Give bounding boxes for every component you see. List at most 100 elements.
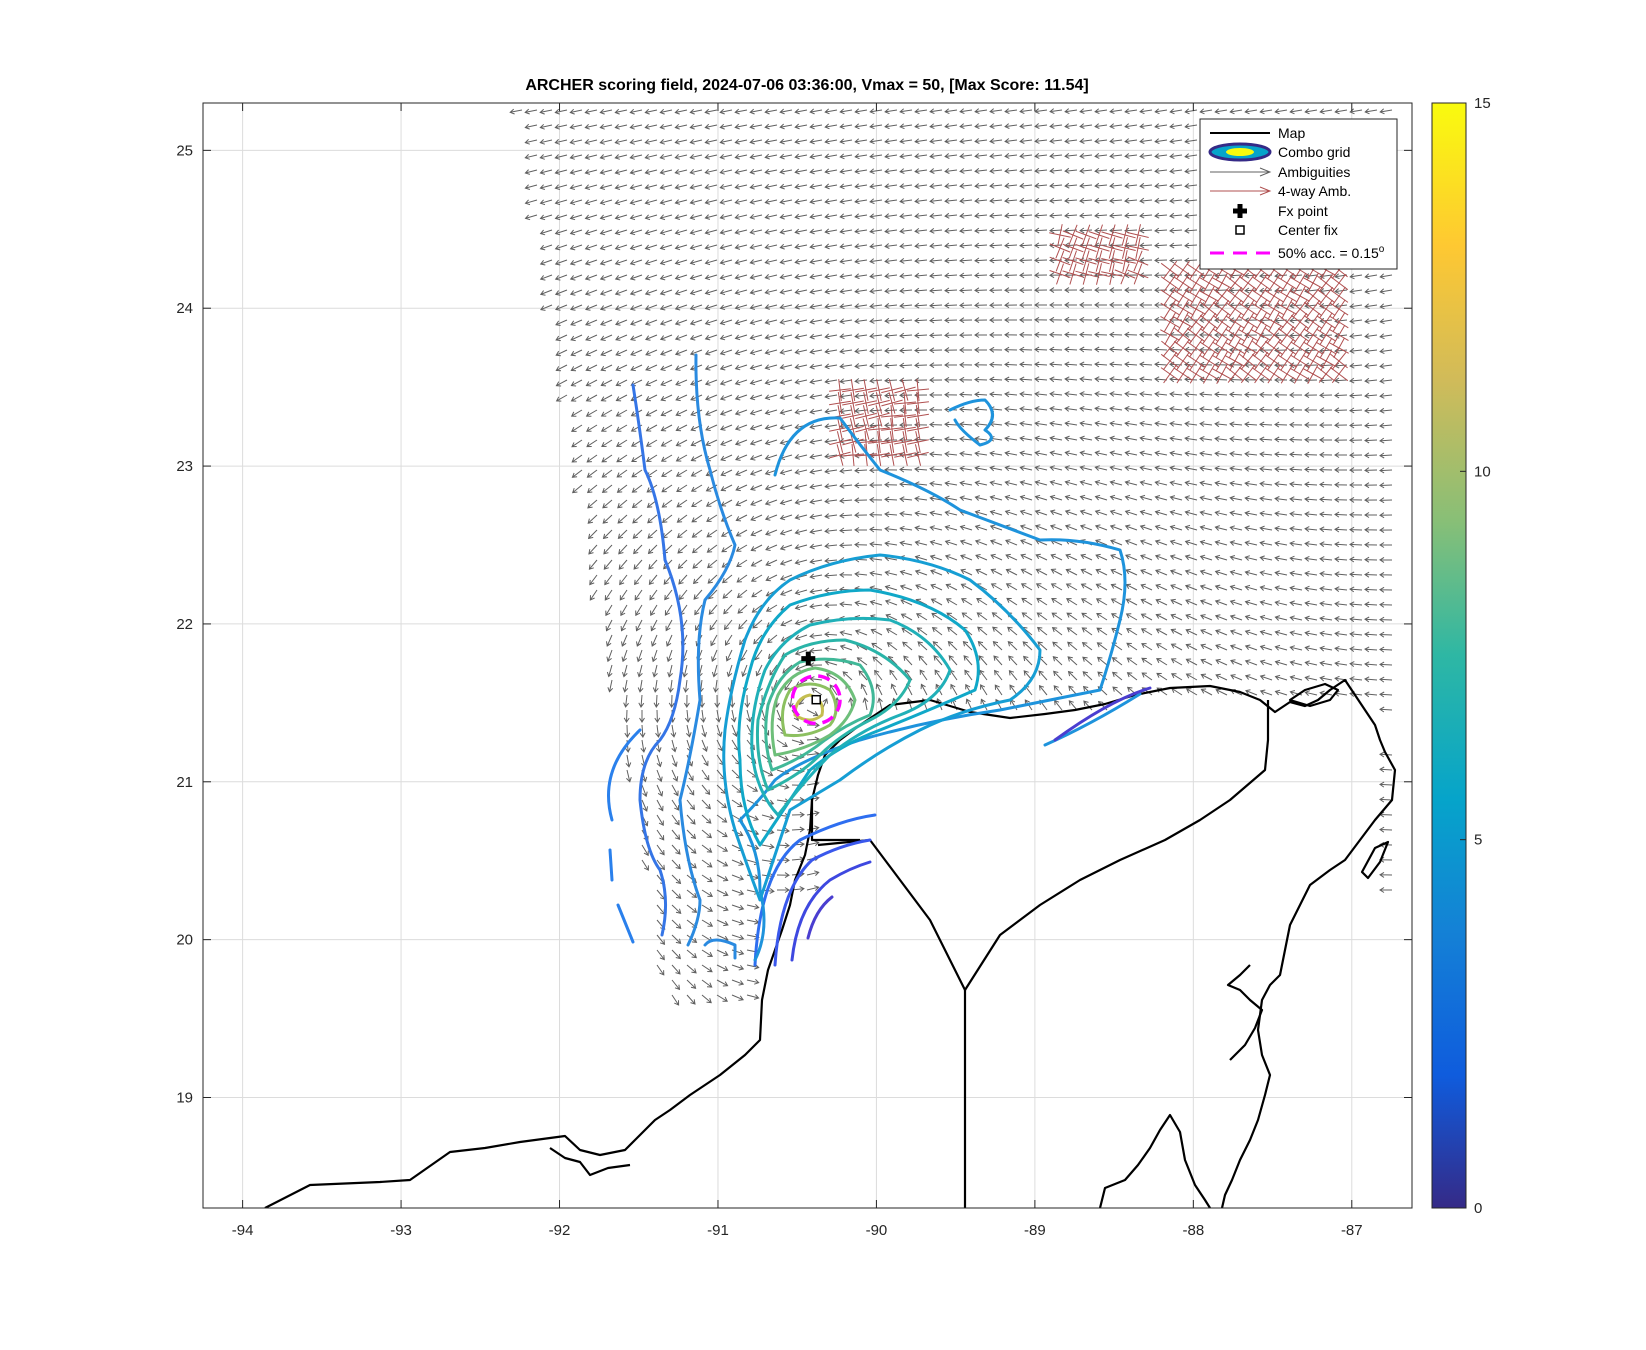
ambiguity-arrow xyxy=(626,769,632,783)
ambiguity-arrow xyxy=(914,123,928,130)
ambiguity-arrow xyxy=(764,153,778,160)
ambiguity-arrow xyxy=(1125,568,1138,576)
four-way-arrow xyxy=(1160,289,1171,297)
ambiguity-arrow xyxy=(854,108,868,115)
ambiguity-arrow xyxy=(854,482,868,489)
ambiguity-arrow xyxy=(975,554,988,561)
ambiguity-arrow xyxy=(1109,316,1123,323)
ambiguity-arrow xyxy=(1124,123,1138,130)
ambiguity-arrow xyxy=(1065,553,1078,561)
ambiguity-arrow xyxy=(634,589,643,601)
ambiguity-arrow xyxy=(809,468,823,475)
ambiguity-arrow xyxy=(1349,661,1363,667)
four-way-arrow xyxy=(917,428,921,440)
ambiguity-arrow xyxy=(704,244,718,250)
ambiguity-arrow xyxy=(701,904,714,912)
ambiguity-arrow xyxy=(974,480,988,487)
ambiguity-arrow xyxy=(899,287,913,294)
ambiguity-arrow xyxy=(933,655,943,666)
ambiguity-arrow xyxy=(584,123,598,130)
ambiguity-arrow xyxy=(1379,288,1393,295)
four-way-arrow xyxy=(1264,367,1275,375)
ambiguity-arrow xyxy=(929,168,943,174)
ambiguity-arrow xyxy=(1200,673,1213,681)
ambiguity-arrow xyxy=(1079,420,1093,427)
ambiguity-arrow xyxy=(749,304,763,310)
ambiguity-arrow xyxy=(1334,481,1348,488)
ambiguity-arrow xyxy=(731,859,744,866)
ambiguity-arrow xyxy=(1049,480,1063,486)
ambiguity-arrow xyxy=(645,334,658,341)
ambiguity-arrow xyxy=(1214,391,1228,398)
ambiguity-arrow xyxy=(944,554,958,561)
four-way-arrow xyxy=(1072,263,1077,275)
ambiguity-arrow xyxy=(750,544,763,552)
ambiguity-arrow xyxy=(974,539,988,546)
ambiguity-arrow xyxy=(719,274,733,281)
four-way-arrow xyxy=(1182,286,1190,297)
ambiguity-arrow xyxy=(1008,655,1018,666)
ambiguity-arrow xyxy=(1169,153,1183,160)
ambiguity-arrow xyxy=(974,450,988,457)
four-way-arrow xyxy=(1338,325,1346,336)
four-way-arrow xyxy=(1137,224,1141,236)
four-way-arrow xyxy=(1280,269,1288,280)
four-way-arrow xyxy=(1072,237,1078,249)
four-way-arrow xyxy=(891,386,903,391)
four-way-arrow xyxy=(865,428,870,440)
ambiguity-arrow xyxy=(686,829,697,840)
four-way-arrow xyxy=(1264,302,1275,310)
four-way-arrow xyxy=(1247,308,1258,316)
ambiguity-arrow xyxy=(779,183,793,190)
four-way-arrow xyxy=(1133,260,1139,272)
ambiguity-arrow xyxy=(1126,672,1138,681)
four-way-arrow xyxy=(1169,373,1180,381)
ambiguity-arrow xyxy=(1304,332,1318,339)
ambiguity-arrow xyxy=(749,213,763,220)
ambiguity-arrow xyxy=(683,694,690,708)
ambiguity-arrow xyxy=(554,184,568,190)
ambiguity-arrow xyxy=(959,138,973,144)
four-way-arrow xyxy=(1299,295,1310,302)
state-border-north xyxy=(817,700,1270,992)
four-way-arrow xyxy=(891,414,904,417)
four-way-arrow xyxy=(1234,365,1243,375)
ambiguity-arrow xyxy=(1034,435,1048,442)
four-way-arrow xyxy=(1137,260,1149,266)
ambiguity-arrow xyxy=(1319,615,1333,622)
ambiguity-arrow xyxy=(959,183,973,189)
ambiguity-arrow xyxy=(1379,363,1393,369)
four-way-arrow xyxy=(829,389,841,392)
ambiguity-arrow xyxy=(1034,123,1048,129)
ambiguity-arrow xyxy=(524,154,538,160)
ambiguity-arrow xyxy=(1125,628,1138,636)
ambiguity-arrow xyxy=(1124,301,1138,308)
four-way-arrow xyxy=(1290,290,1301,297)
ambiguity-arrow xyxy=(974,108,988,115)
ambiguity-arrow xyxy=(644,274,658,281)
ambiguity-arrow xyxy=(1349,392,1363,399)
ambiguity-arrow xyxy=(854,123,868,130)
ambiguity-arrow xyxy=(884,228,898,234)
ambiguity-arrow xyxy=(860,683,868,696)
four-way-arrow xyxy=(1195,321,1205,330)
ambiguity-arrow xyxy=(1304,511,1318,518)
ambiguity-arrow xyxy=(899,540,913,547)
ambiguity-arrow xyxy=(884,288,898,294)
ambiguity-arrow xyxy=(602,529,613,540)
ambiguity-arrow xyxy=(1065,598,1078,606)
ambiguity-arrow xyxy=(1184,212,1198,219)
four-way-arrow xyxy=(890,418,893,430)
ambiguity-arrow xyxy=(884,347,898,354)
ambiguity-arrow xyxy=(1229,644,1243,651)
ambiguity-arrow xyxy=(1364,437,1378,444)
four-way-arrow xyxy=(1325,321,1336,329)
four-way-arrow xyxy=(1169,295,1180,303)
ambiguity-arrow xyxy=(701,874,713,883)
ambiguity-arrow xyxy=(1379,512,1393,519)
ambiguity-arrow xyxy=(614,244,628,251)
four-way-arrow xyxy=(855,428,867,433)
four-way-arrow xyxy=(1247,312,1255,323)
ambiguity-arrow xyxy=(1289,570,1303,577)
ambiguity-arrow xyxy=(1379,452,1393,459)
